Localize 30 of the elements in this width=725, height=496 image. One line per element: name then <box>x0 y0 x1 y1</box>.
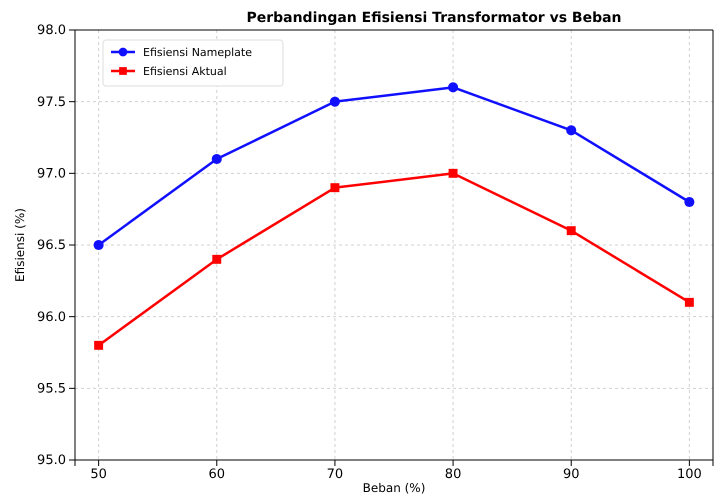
x-tick-label: 70 <box>326 467 344 482</box>
point <box>566 125 576 136</box>
y-tick-label: 97.5 <box>37 94 66 110</box>
y-tick-label: 96.0 <box>37 310 66 325</box>
y-tick-label: 95.5 <box>37 381 66 396</box>
y-axis-title: Efisiensi (%) <box>13 208 27 282</box>
y-tick-label: 96.5 <box>37 238 66 254</box>
point <box>330 96 340 107</box>
legend-label: Efisiensi Nameplate <box>143 46 252 59</box>
x-tick-label: 100 <box>676 467 702 482</box>
point <box>94 340 104 350</box>
point <box>566 226 576 236</box>
x-tick-label: 60 <box>208 467 226 482</box>
point <box>212 154 222 164</box>
y-tick-label: 98.0 <box>37 23 66 38</box>
x-tick-label: 50 <box>90 467 107 482</box>
point <box>212 254 222 264</box>
point <box>330 183 340 192</box>
y-tick-label: 95.0 <box>37 453 66 468</box>
y-tick-label: 97.0 <box>37 166 66 182</box>
x-tick-label: 90 <box>562 467 580 482</box>
point <box>684 298 694 307</box>
point <box>448 82 458 92</box>
point <box>684 196 694 208</box>
x-axis-title: Beban (%) <box>362 481 426 495</box>
chart-title: Perbandingan Efisiensi Transformator vs Beban <box>246 10 622 26</box>
x-tick-label: 80 <box>444 467 462 482</box>
point <box>94 240 104 250</box>
legend-label: Efisiensi Aktual <box>143 65 227 78</box>
point <box>448 168 458 178</box>
